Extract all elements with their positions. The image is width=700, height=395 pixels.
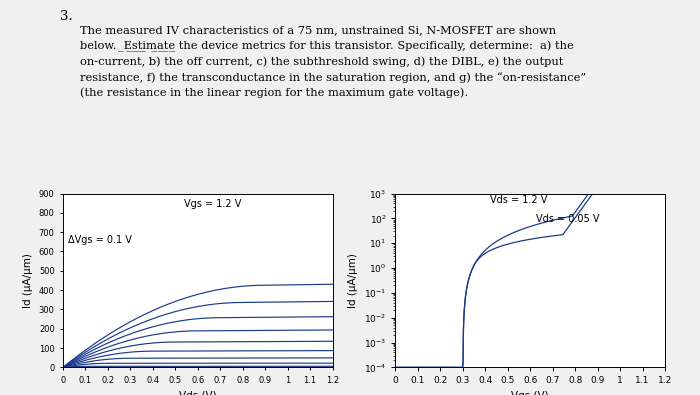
Text: ΔVgs = 0.1 V: ΔVgs = 0.1 V xyxy=(69,235,132,245)
Text: 3.: 3. xyxy=(60,10,72,23)
Y-axis label: Id (μA/μm): Id (μA/μm) xyxy=(349,253,358,308)
Text: Vds = 1.2 V: Vds = 1.2 V xyxy=(490,195,547,205)
Text: The measured ⁣IV⁣ characteristics of a 75 nm, unstrained Si, N-MOSFET are shown
: The measured ⁣IV⁣ characteristics of a 7… xyxy=(80,26,587,98)
Y-axis label: Id (μA/μm): Id (μA/μm) xyxy=(23,253,33,308)
Text: Vds = 0.05 V: Vds = 0.05 V xyxy=(536,214,599,224)
X-axis label: Vds (V): Vds (V) xyxy=(179,390,216,395)
X-axis label: Vgs (V): Vgs (V) xyxy=(512,391,549,395)
Text: Vgs = 1.2 V: Vgs = 1.2 V xyxy=(184,199,241,209)
